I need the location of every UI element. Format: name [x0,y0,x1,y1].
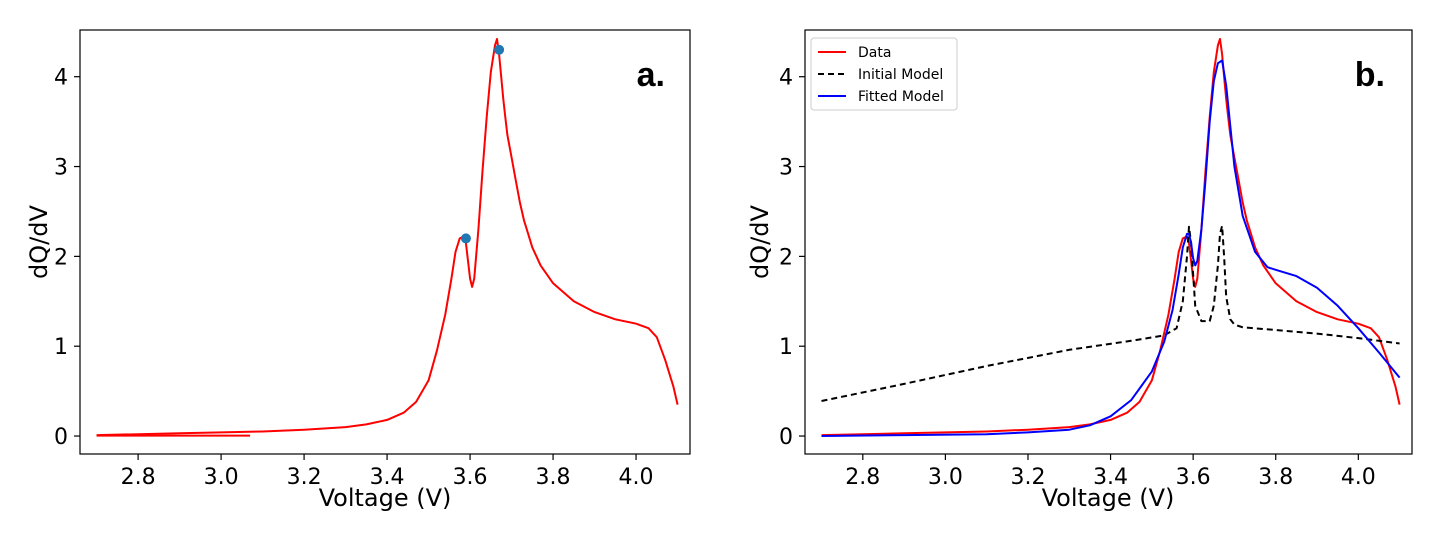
y-tick-label: 3 [54,156,68,181]
legend-label-data: Data [858,45,891,61]
y-axis-label: dQ/dV [746,204,774,278]
series-line [96,38,679,437]
legend-box [810,37,958,111]
panel-label: a. [637,56,665,94]
marker-layer [460,44,505,244]
x-tick-label: 4.0 [619,465,654,490]
x-axis: 2.8 3.0 3.2 3.4 3.6 3.8 4.0 [121,454,654,490]
series-line-initial-model [821,224,1400,402]
x-tick-label: 3.0 [204,465,239,490]
x-tick-label: 3.8 [1258,465,1293,490]
y-tick-label: 4 [54,66,68,91]
x-axis-label: Voltage (V) [319,484,452,512]
x-tick-label: 2.8 [121,465,156,490]
x-tick-label: 3.2 [1010,465,1045,490]
series-line-fitted-model [821,59,1401,437]
y-axis: 0 1 2 3 4 [779,66,805,450]
x-axis: 2.8 3.0 3.2 3.4 3.6 3.8 4.0 [845,454,1376,490]
series-layer [96,38,679,437]
plot-frame [79,29,691,455]
peak-marker [460,233,471,244]
y-tick-label: 1 [54,335,68,360]
x-tick-label: 4.0 [1341,465,1376,490]
y-tick-label: 3 [779,156,793,181]
y-tick-label: 2 [54,245,68,270]
y-tick-label: 0 [54,425,68,450]
x-tick-label: 3.6 [453,465,488,490]
x-tick-label: 3.0 [928,465,963,490]
panel-label: b. [1355,56,1385,94]
x-axis-label: Voltage (V) [1042,484,1175,512]
y-axis: 0 1 2 3 4 [54,66,80,450]
x-tick-label: 3.6 [1176,465,1211,490]
legend-label-initial-model: Initial Model [858,67,943,83]
y-tick-label: 2 [779,245,793,270]
plot-frame [804,29,1413,455]
y-axis-label: dQ/dV [25,204,53,278]
legend-label-fitted-model: Fitted Model [858,89,944,105]
x-tick-label: 3.8 [536,465,571,490]
y-tick-label: 4 [779,66,793,91]
x-tick-label: 3.4 [1093,465,1128,490]
peak-marker [494,44,505,55]
legend: Data Initial Model Fitted Model [810,37,958,111]
series-layer [821,38,1401,437]
y-tick-label: 0 [779,425,793,450]
x-tick-label: 3.2 [287,465,322,490]
x-tick-label: 3.4 [370,465,405,490]
x-tick-label: 2.8 [845,465,880,490]
y-tick-label: 1 [779,335,793,360]
